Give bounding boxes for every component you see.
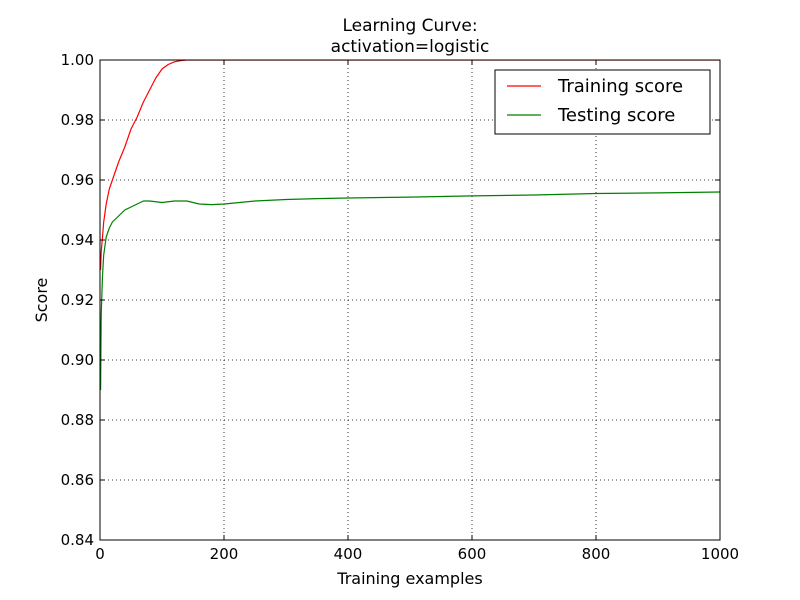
x-axis-label: Training examples (336, 569, 482, 588)
series-line-training-score (100, 60, 720, 271)
series-lines (100, 60, 720, 391)
x-tick-label: 0 (95, 545, 105, 563)
x-tick-label: 600 (458, 545, 487, 563)
x-axis-ticks: 0 200 400 600 800 1000 (95, 60, 739, 563)
y-tick-label: 0.90 (61, 351, 94, 369)
x-tick-label: 1000 (701, 545, 739, 563)
y-tick-label: 1.00 (61, 51, 94, 69)
y-tick-label: 0.86 (61, 471, 94, 489)
legend-box (494, 69, 711, 135)
y-tick-label: 0.96 (61, 171, 94, 189)
legend-label: Testing score (557, 105, 675, 126)
y-tick-label: 0.84 (61, 531, 94, 549)
y-axis-label: Score (32, 278, 51, 323)
legend: Training score Testing score (494, 69, 711, 135)
y-tick-label: 0.98 (61, 111, 94, 129)
y-axis-ticks: 0.84 0.86 0.88 0.90 0.92 0.94 0.96 0.98 1.00 (61, 51, 720, 549)
chart-title-line2: activation=logistic (331, 37, 490, 57)
y-tick-label: 0.88 (61, 411, 94, 429)
series-line-testing-score (100, 191, 720, 391)
legend-label: Training score (557, 76, 683, 97)
x-tick-label: 200 (210, 545, 239, 563)
x-tick-label: 800 (582, 545, 611, 563)
x-tick-label: 400 (334, 545, 363, 563)
chart-title-line1: Learning Curve: (342, 16, 477, 36)
y-tick-label: 0.92 (61, 291, 94, 309)
y-tick-label: 0.94 (61, 231, 94, 249)
